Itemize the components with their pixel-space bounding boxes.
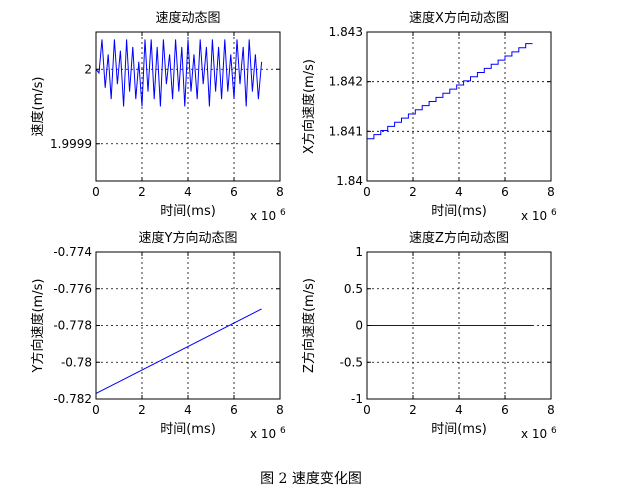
y-axis-label: X方向速度(m/s) (301, 59, 317, 154)
series-line (95, 308, 262, 394)
x-tick-label: 6 (230, 403, 238, 417)
x-tick-label: 2 (409, 185, 417, 199)
x-exponent-label: x 10 6 (521, 208, 557, 223)
x-tick-label: 6 (501, 185, 509, 199)
subplot-3: 0 2 4 6 8 -0.782 -0.78 -0.778 -0.776 -0.774 速度Y方向动… (30, 230, 286, 441)
x-axis-label: 时间(ms) (431, 204, 487, 219)
y-tick-label: 1.842 (329, 75, 363, 89)
y-tick-label: 1 (355, 245, 363, 259)
y-tick-label: 1.841 (329, 124, 363, 138)
x-axis-label: 时间(ms) (160, 204, 216, 219)
x-axis-label: 时间(ms) (431, 422, 487, 437)
chart-title: 速度X方向动态图 (409, 10, 509, 26)
y-axis-label: Z方向速度(m/s) (301, 278, 317, 373)
x-tick-label: 0 (92, 185, 100, 199)
y-tick-label: 0.5 (344, 282, 363, 296)
x-tick-label: 0 (363, 403, 371, 417)
y-tick-label: 1.9999 (50, 137, 92, 151)
y-tick-label: -0.78 (61, 355, 92, 369)
x-exponent-label: x 10 6 (250, 426, 286, 441)
y-tick-label: 2 (84, 62, 92, 76)
x-exponent-label: x 10 6 (250, 208, 286, 223)
x-tick-label: 8 (547, 185, 555, 199)
x-tick-label: 4 (455, 185, 463, 199)
y-tick-label: 1.84 (336, 174, 363, 188)
x-tick-label: 2 (409, 403, 417, 417)
y-tick-label: -0.5 (340, 355, 363, 369)
chart-title: 速度Z方向动态图 (409, 230, 509, 246)
figure-caption: 图 2 速度变化图 (260, 471, 362, 487)
x-tick-label: 4 (184, 185, 192, 199)
y-axis-label: 速度(m/s) (30, 77, 46, 137)
x-tick-label: 8 (276, 185, 284, 199)
x-axis-label: 时间(ms) (160, 422, 216, 437)
x-tick-label: 2 (138, 403, 146, 417)
plot-area (96, 32, 280, 181)
y-tick-label: 1.843 (329, 25, 363, 39)
series-line (367, 43, 533, 140)
plot-area (367, 32, 551, 181)
x-tick-label: 4 (455, 403, 463, 417)
y-tick-label: 0 (355, 319, 363, 333)
x-tick-label: 4 (184, 403, 192, 417)
x-tick-label: 8 (276, 403, 284, 417)
x-tick-label: 8 (547, 403, 555, 417)
y-tick-label: -0.782 (53, 392, 92, 406)
y-tick-label: -1 (351, 392, 363, 406)
y-tick-label: -0.778 (53, 319, 92, 333)
x-tick-label: 0 (92, 403, 100, 417)
x-tick-label: 6 (230, 185, 238, 199)
chart-title: 速度Y方向动态图 (139, 230, 238, 246)
chart-title: 速度动态图 (155, 10, 220, 26)
x-tick-label: 0 (363, 185, 371, 199)
x-tick-label: 6 (501, 403, 509, 417)
series-line (95, 39, 263, 107)
y-axis-label: Y方向速度(m/s) (30, 279, 46, 374)
x-tick-label: 2 (138, 185, 146, 199)
y-tick-label: -0.774 (53, 245, 92, 259)
x-exponent-label: x 10 6 (521, 426, 557, 441)
y-tick-label: -0.776 (53, 282, 92, 296)
